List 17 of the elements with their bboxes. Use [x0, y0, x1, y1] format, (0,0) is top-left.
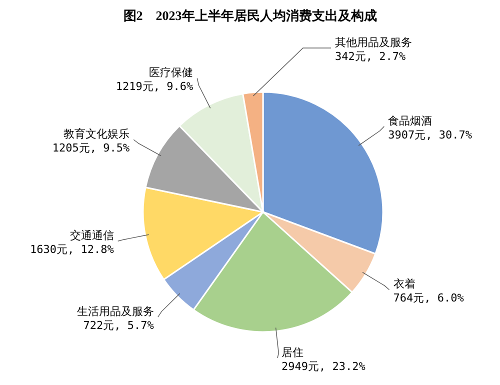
data-label: 1219元, 9.6%	[116, 80, 194, 94]
chart-title: 图2 2023年上半年居民人均消费支出及构成	[123, 8, 377, 23]
slice-label: 衣着	[393, 278, 416, 291]
data-label: 1630元, 12.8%	[30, 243, 114, 256]
slice-label: 其他用品及服务	[335, 36, 412, 49]
data-label: 722元, 5.7%	[83, 319, 154, 332]
data-label: 342元, 2.7%	[335, 50, 406, 63]
slice-label: 生活用品及服务	[76, 305, 154, 318]
data-label: 2949元, 23.2%	[282, 360, 366, 373]
slice-label: 食品烟酒	[388, 114, 432, 128]
data-label: 764元, 6.0%	[393, 292, 464, 305]
data-label: 1205元, 9.5%	[52, 142, 130, 155]
slice-label: 医疗保健	[149, 66, 194, 80]
slice-label: 居住	[282, 346, 304, 359]
slice-label: 教育文化娱乐	[64, 128, 130, 141]
slice-label: 交通通信	[70, 229, 114, 242]
data-label: 3907元, 30.7%	[388, 128, 472, 142]
